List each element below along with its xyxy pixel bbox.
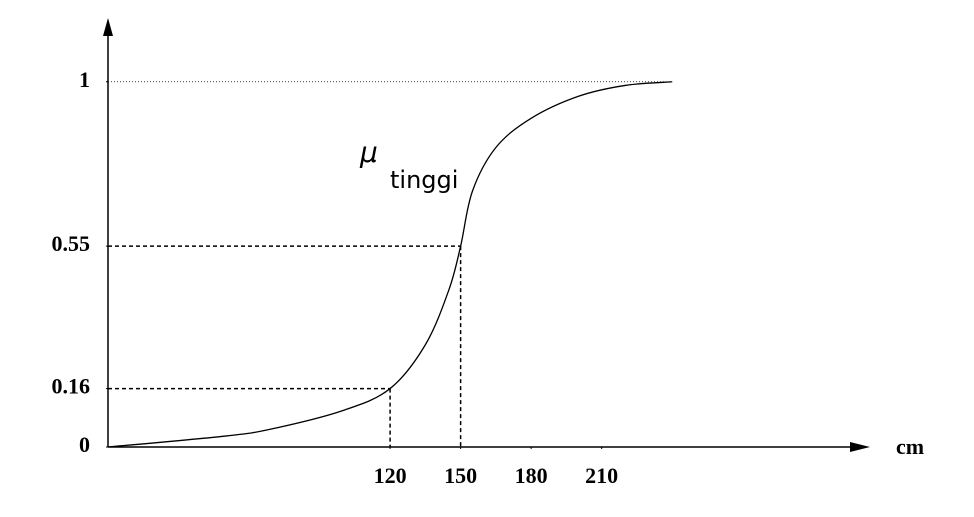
annotation-symbol: μ (359, 136, 378, 169)
y-tick-label: 0.16 (52, 374, 91, 399)
x-axis-arrow (850, 442, 870, 452)
y-tick-label: 0 (79, 432, 90, 457)
y-tick-label: 1 (79, 67, 90, 92)
x-tick-label: 180 (515, 463, 548, 488)
y-tick-label: 0.55 (52, 231, 91, 256)
membership-curve (107, 81, 673, 448)
x-tick-label: 210 (585, 463, 618, 488)
annotation-subscript: tinggi (390, 166, 458, 194)
x-axis-label: cm (896, 434, 924, 459)
x-tick-label: 150 (444, 463, 477, 488)
x-tick-label: 120 (374, 463, 407, 488)
y-axis-arrow (103, 18, 113, 36)
